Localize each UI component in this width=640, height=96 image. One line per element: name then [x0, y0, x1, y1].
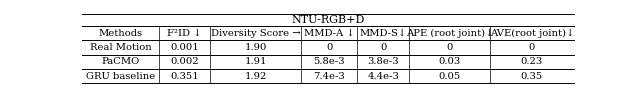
Text: 1.92: 1.92 [244, 72, 267, 81]
Text: 1.90: 1.90 [244, 43, 267, 52]
Text: 0.35: 0.35 [521, 72, 543, 81]
Text: 0: 0 [326, 43, 332, 52]
Text: 7.4e-3: 7.4e-3 [314, 72, 345, 81]
Text: NTU-RGB+D: NTU-RGB+D [291, 15, 365, 25]
Text: 0.002: 0.002 [170, 57, 198, 66]
Text: MMD-A ↓: MMD-A ↓ [304, 29, 355, 38]
Text: 0.351: 0.351 [170, 72, 199, 81]
Text: 3.8e-3: 3.8e-3 [367, 57, 399, 66]
Text: AVE(root joint)↓: AVE(root joint)↓ [490, 29, 574, 38]
Text: Real Motion: Real Motion [90, 43, 152, 52]
Text: MMD-S↓: MMD-S↓ [360, 29, 407, 38]
Text: 0.05: 0.05 [438, 72, 461, 81]
Text: APE (root joint)↓: APE (root joint)↓ [406, 29, 493, 38]
Text: 5.8e-3: 5.8e-3 [314, 57, 345, 66]
Text: 0.23: 0.23 [521, 57, 543, 66]
Text: 0: 0 [529, 43, 535, 52]
Text: 0.001: 0.001 [170, 43, 199, 52]
Text: GRU baseline: GRU baseline [86, 72, 155, 81]
Text: Methods: Methods [99, 29, 143, 38]
Text: 4.4e-3: 4.4e-3 [367, 72, 399, 81]
Text: 0.03: 0.03 [438, 57, 461, 66]
Text: F²ID ↓: F²ID ↓ [167, 29, 202, 38]
Text: 0: 0 [380, 43, 387, 52]
Text: PaCMO: PaCMO [101, 57, 140, 66]
Text: Diversity Score →: Diversity Score → [211, 29, 300, 38]
Text: 0: 0 [446, 43, 452, 52]
Text: 1.91: 1.91 [244, 57, 267, 66]
